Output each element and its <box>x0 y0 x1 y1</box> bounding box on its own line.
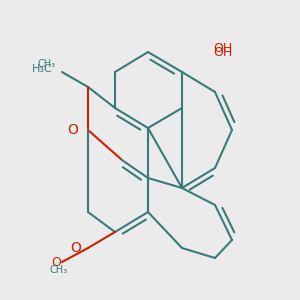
Text: O: O <box>70 241 81 255</box>
Text: CH₃: CH₃ <box>38 59 56 69</box>
Text: O: O <box>68 123 78 137</box>
Text: OH: OH <box>213 46 232 59</box>
Text: OH: OH <box>213 43 232 56</box>
Text: H₃C: H₃C <box>32 64 53 74</box>
Text: O: O <box>51 256 61 268</box>
Text: CH₃: CH₃ <box>50 265 68 275</box>
